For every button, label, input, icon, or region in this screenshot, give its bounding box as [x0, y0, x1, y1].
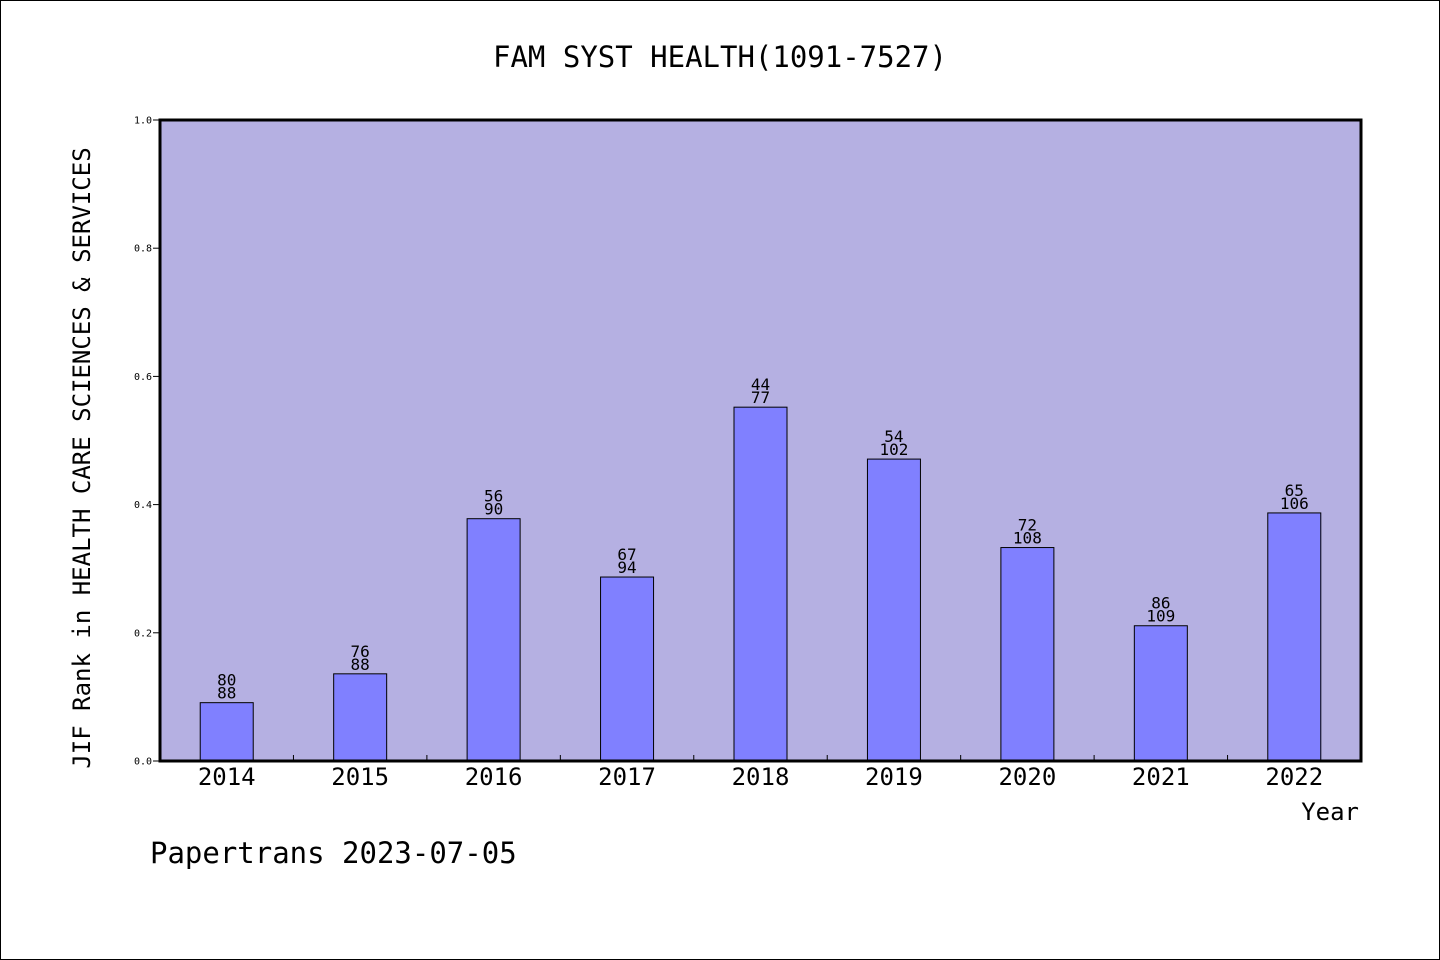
bar-2020 [1000, 547, 1055, 762]
bar-rank-label: 86 [1151, 594, 1170, 613]
x-tick-label: 2014 [198, 763, 256, 791]
bar-total-label: 109 [1146, 607, 1175, 626]
y-axis-label: JIF Rank in HEALTH CARE SCIENCES & SERVI… [68, 147, 96, 768]
bar-total-label: 108 [1013, 529, 1042, 548]
y-tick-label: 0.0 [134, 757, 152, 768]
bar-2015 [333, 673, 388, 762]
bar-total-label: 88 [217, 684, 236, 703]
y-tick-label: 0.4 [134, 500, 152, 511]
bar-2019 [866, 458, 921, 762]
y-tick-label: 0.6 [134, 372, 152, 383]
bar-2022 [1267, 512, 1322, 762]
x-tick-label: 2019 [865, 763, 923, 791]
x-tick-label: 2020 [998, 763, 1056, 791]
bar-rank-label: 72 [1018, 516, 1037, 535]
bar-total-label: 106 [1280, 494, 1309, 513]
bar-total-label: 102 [879, 440, 908, 459]
y-axis: 0.0 0.2 0.4 0.6 0.8 1.0 [134, 116, 160, 768]
bar-total-label: 88 [351, 655, 370, 674]
bar-2021 [1133, 625, 1188, 762]
plot-border [158, 118, 1363, 763]
bar-rank-label: 76 [351, 642, 370, 661]
x-tick-label: 2017 [598, 763, 656, 791]
x-tick-label: 2016 [465, 763, 523, 791]
x-tick-label: 2021 [1132, 763, 1190, 791]
bar-rank-label: 65 [1285, 481, 1304, 500]
bar-2018 [733, 406, 788, 762]
bar-total-label: 94 [617, 558, 636, 577]
bar-total-label: 90 [484, 500, 503, 519]
x-axis-label: Year [1301, 798, 1359, 826]
chart-title: FAM SYST HEALTH(1091-7527) [493, 40, 947, 74]
bar-rank-label: 44 [751, 375, 770, 394]
bar-rank-label: 54 [884, 427, 903, 446]
bar-2014 [199, 702, 254, 762]
y-tick-label: 1.0 [134, 116, 152, 127]
bar-rank-label: 80 [217, 671, 236, 690]
footer-text: Papertrans 2023-07-05 [150, 836, 517, 870]
bar-rank-label: 67 [617, 545, 636, 564]
x-tick-label: 2015 [331, 763, 389, 791]
x-axis: 2014 2015 2016 2017 2018 2019 2020 2021 2022 [198, 755, 1323, 791]
bar-2016 [466, 518, 521, 762]
bar-rank-label: 56 [484, 487, 503, 506]
y-tick-label: 0.8 [134, 244, 152, 255]
y-tick-label: 0.2 [134, 628, 152, 639]
x-tick-label: 2022 [1265, 763, 1323, 791]
x-tick-label: 2018 [732, 763, 790, 791]
bar-total-label: 77 [751, 388, 770, 407]
bar-2017 [600, 576, 655, 762]
